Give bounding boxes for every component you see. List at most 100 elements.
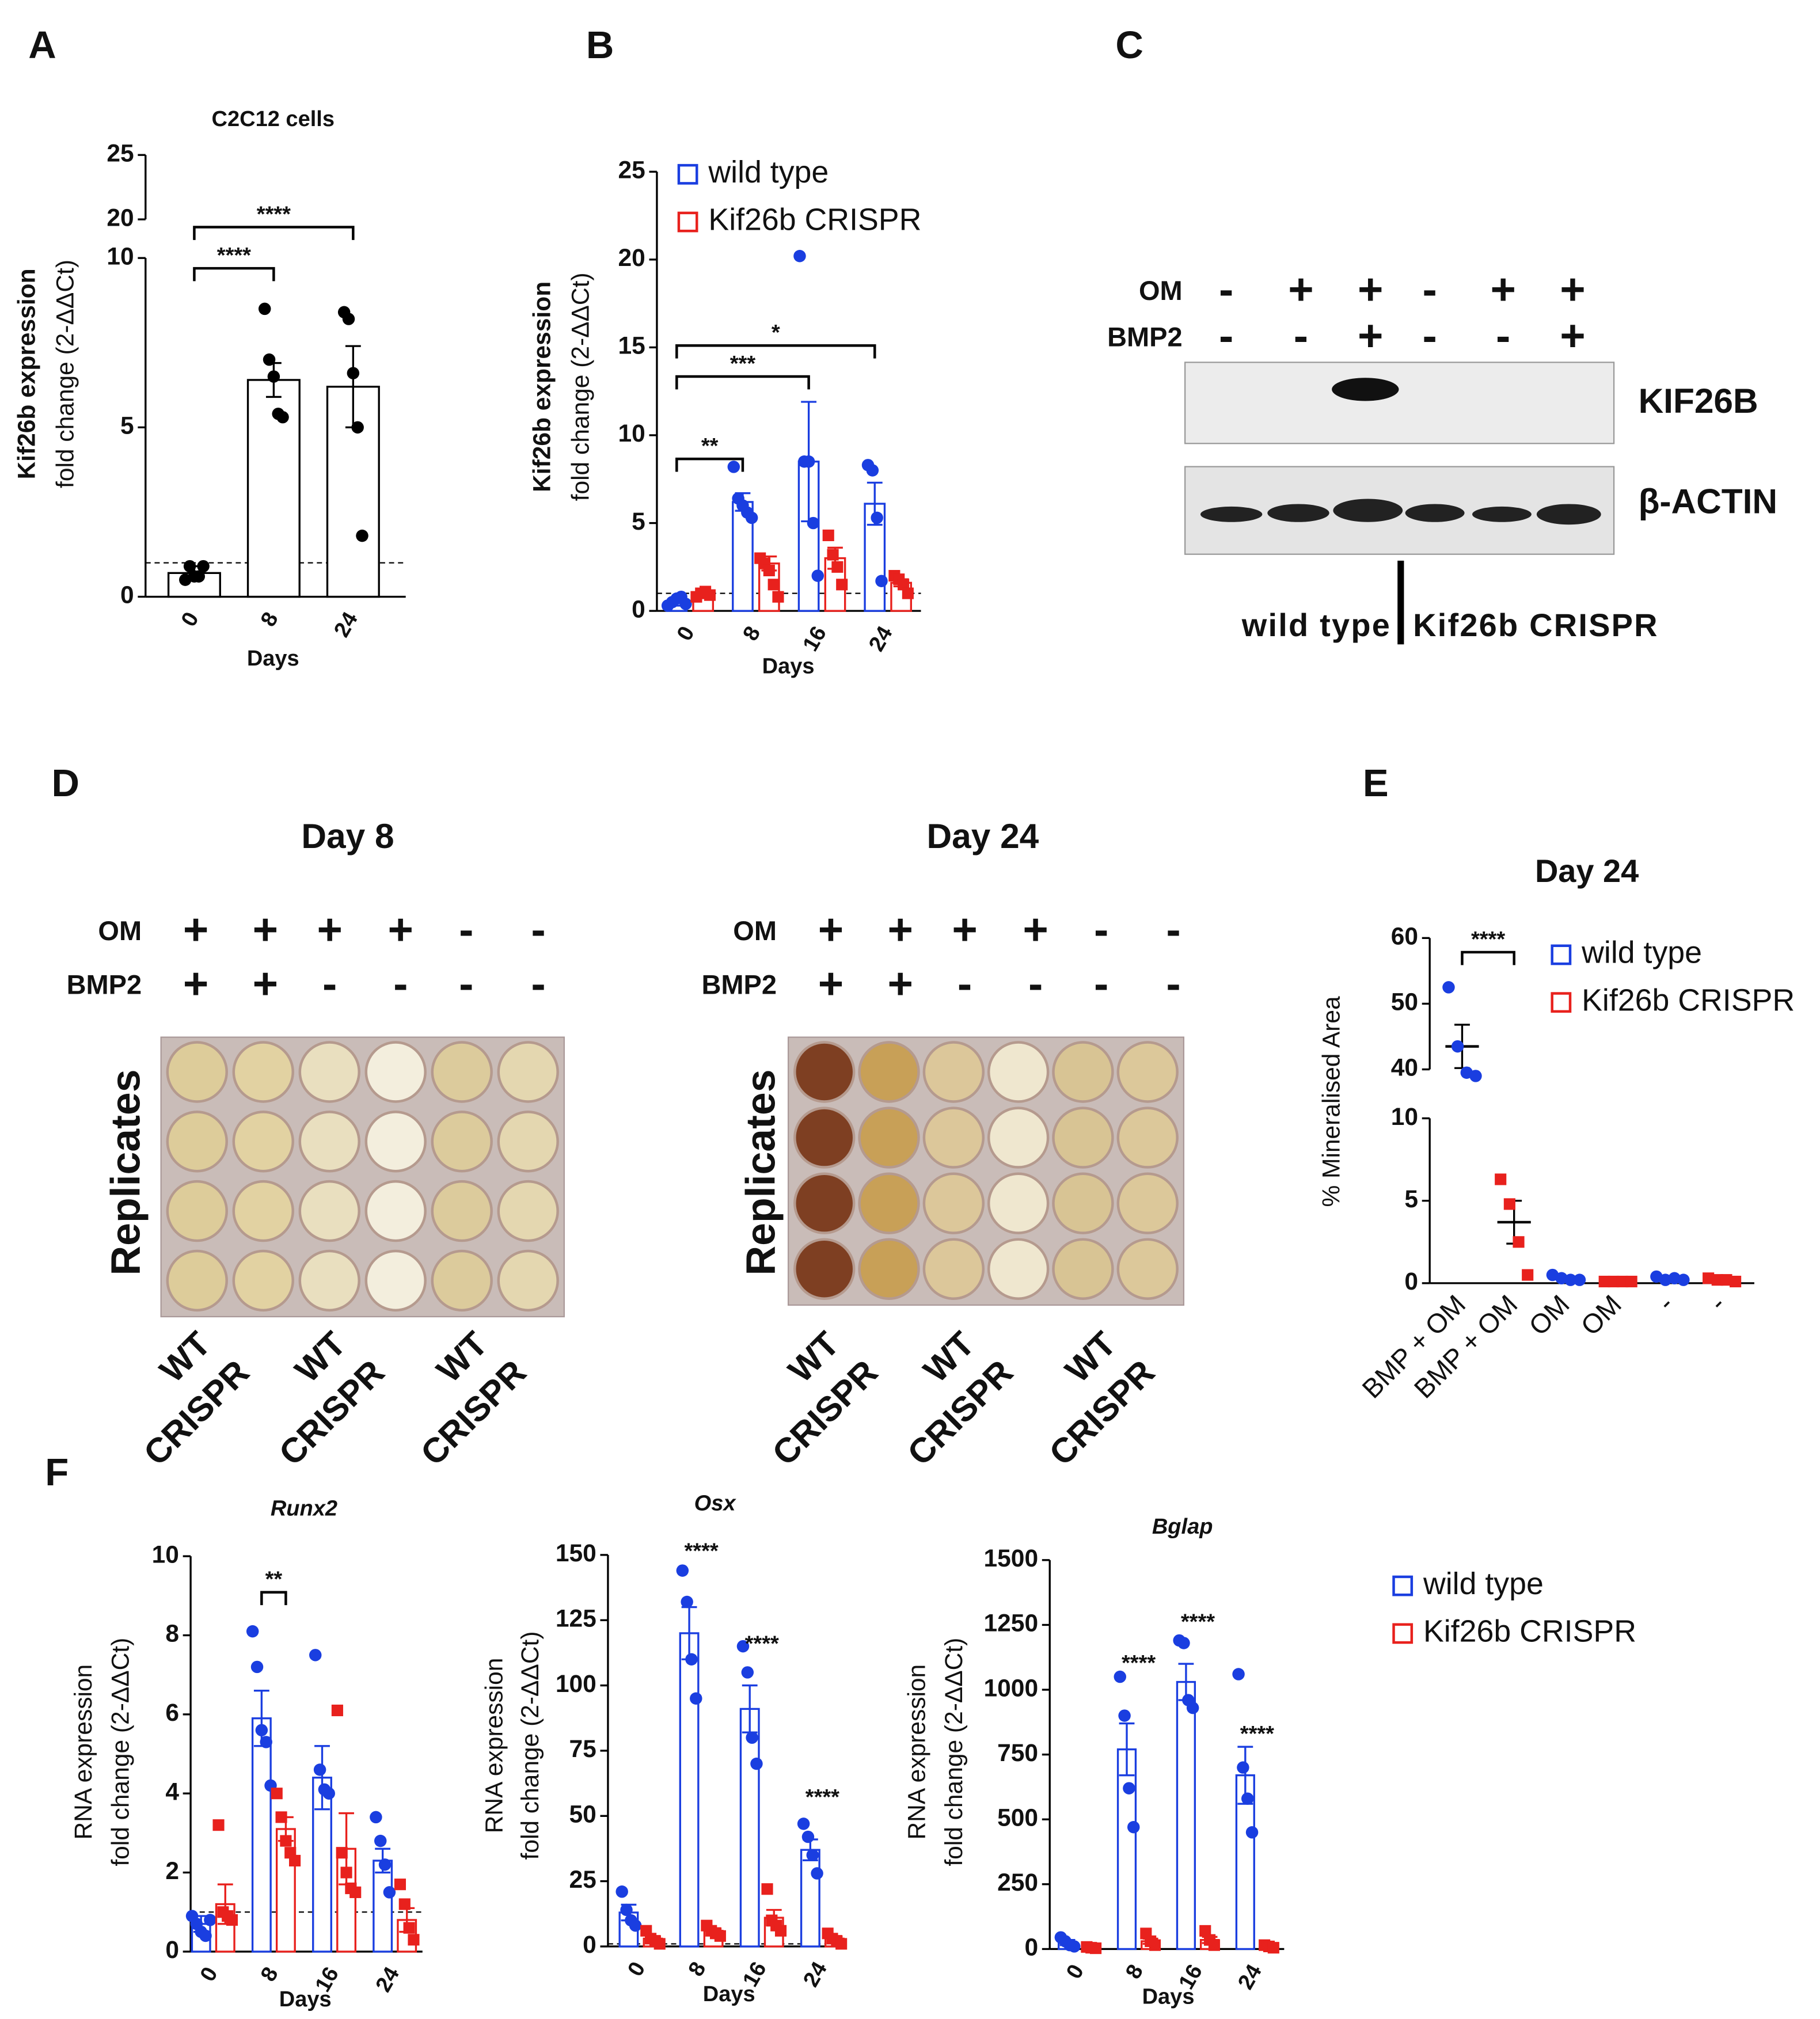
legend-label: wild type <box>1423 1566 1544 1601</box>
data-point <box>1608 1275 1620 1288</box>
well <box>298 1041 360 1103</box>
data-point <box>260 1736 272 1748</box>
data-point <box>772 591 784 603</box>
treatment-sign: + <box>1358 265 1383 314</box>
well <box>431 1111 493 1173</box>
panel-letter: B <box>586 24 614 67</box>
data-point <box>370 1811 382 1824</box>
data-point <box>1127 1821 1140 1834</box>
data-point <box>1068 1940 1081 1953</box>
treatment-sign: - <box>1294 311 1308 360</box>
legend-label: wild type <box>1581 936 1702 970</box>
x-tick-label: 0 <box>196 1963 223 1986</box>
data-point <box>750 1757 763 1770</box>
data-point <box>811 1867 823 1880</box>
y-tick-label: 125 <box>556 1605 596 1632</box>
data-point <box>793 250 806 263</box>
data-point <box>1241 1792 1254 1805</box>
well <box>1116 1041 1179 1103</box>
well <box>364 1111 427 1173</box>
data-point <box>336 1847 348 1859</box>
y-tick-label: 20 <box>107 204 134 231</box>
side-label: Replicates <box>738 1069 784 1275</box>
treatment-sign: - <box>1094 959 1108 1008</box>
data-point <box>192 570 205 583</box>
data-point <box>807 516 820 530</box>
well <box>1052 1041 1114 1103</box>
data-point <box>653 1938 666 1950</box>
bar <box>1176 1680 1196 1950</box>
well <box>166 1249 228 1312</box>
data-point <box>351 421 364 434</box>
group-label: Kif26b CRISPR <box>1413 607 1659 643</box>
data-point <box>629 1919 642 1932</box>
y-tick-label: 0 <box>120 582 134 609</box>
well <box>166 1041 228 1103</box>
data-point <box>356 529 368 542</box>
data-point <box>741 1666 754 1679</box>
data-point <box>1573 1273 1586 1286</box>
significance-bracket <box>1461 950 1515 965</box>
plate <box>787 1036 1184 1306</box>
data-point <box>836 579 848 591</box>
well <box>987 1041 1050 1103</box>
data-point <box>1616 1275 1629 1288</box>
x-axis-label: Days <box>703 1982 755 2006</box>
significance-label: **** <box>1122 1651 1156 1675</box>
treatment-sign: - <box>531 905 545 954</box>
treatment-sign: - <box>459 959 473 1008</box>
blot-band <box>1333 499 1403 522</box>
well <box>232 1111 294 1173</box>
legend-label: Kif26b CRISPR <box>1582 983 1795 1017</box>
blot-band <box>1405 504 1465 522</box>
treatment-label: OM <box>733 915 777 946</box>
data-point <box>676 1564 689 1577</box>
data-point <box>408 1934 420 1946</box>
y-tick-label: 25 <box>569 1866 596 1893</box>
data-point <box>275 1811 287 1823</box>
y-tick-label: 0 <box>583 1931 596 1959</box>
data-point <box>774 1925 787 1937</box>
data-point <box>620 1903 633 1917</box>
well <box>922 1107 985 1169</box>
treatment-sign: + <box>888 905 913 954</box>
data-point <box>263 353 276 366</box>
data-point <box>1720 1274 1732 1286</box>
well <box>793 1238 856 1300</box>
data-point <box>1503 1198 1515 1210</box>
y-tick-label: 50 <box>569 1801 596 1828</box>
y-axis-label: RNA expression <box>903 1664 930 1840</box>
blot-band <box>1536 504 1601 525</box>
significance-label: **** <box>684 1539 718 1563</box>
panel-letter: D <box>51 762 79 805</box>
data-point <box>226 1914 238 1926</box>
legend-swatch <box>677 211 698 233</box>
treatment-sign: - <box>958 959 972 1008</box>
well <box>793 1107 856 1169</box>
significance-label: **** <box>217 244 251 268</box>
data-point <box>394 1879 406 1891</box>
band-label: β-ACTIN <box>1639 481 1777 520</box>
group-divider <box>1397 560 1404 645</box>
significance-bracket <box>675 457 744 472</box>
data-point <box>1451 1040 1464 1053</box>
well <box>232 1041 294 1103</box>
y-tick-label: 0 <box>1024 1934 1038 1961</box>
data-point <box>1149 1939 1161 1951</box>
significance-label: **** <box>257 202 291 226</box>
x-tick-label: 0 <box>177 608 204 630</box>
well <box>364 1249 427 1312</box>
data-point <box>313 1763 326 1776</box>
y-tick-label: 75 <box>569 1736 596 1763</box>
significance-label: **** <box>1240 1722 1274 1746</box>
data-point <box>1232 1668 1245 1680</box>
data-point <box>374 1834 387 1847</box>
legend-swatch <box>1551 992 1572 1013</box>
data-point <box>1123 1782 1135 1794</box>
treatment-sign: + <box>1288 265 1313 314</box>
blot-band <box>1267 504 1329 522</box>
bar <box>739 1708 760 1948</box>
treatment-sign: - <box>1166 959 1180 1008</box>
y-tick-label: 25 <box>618 157 645 184</box>
data-point <box>342 313 355 325</box>
